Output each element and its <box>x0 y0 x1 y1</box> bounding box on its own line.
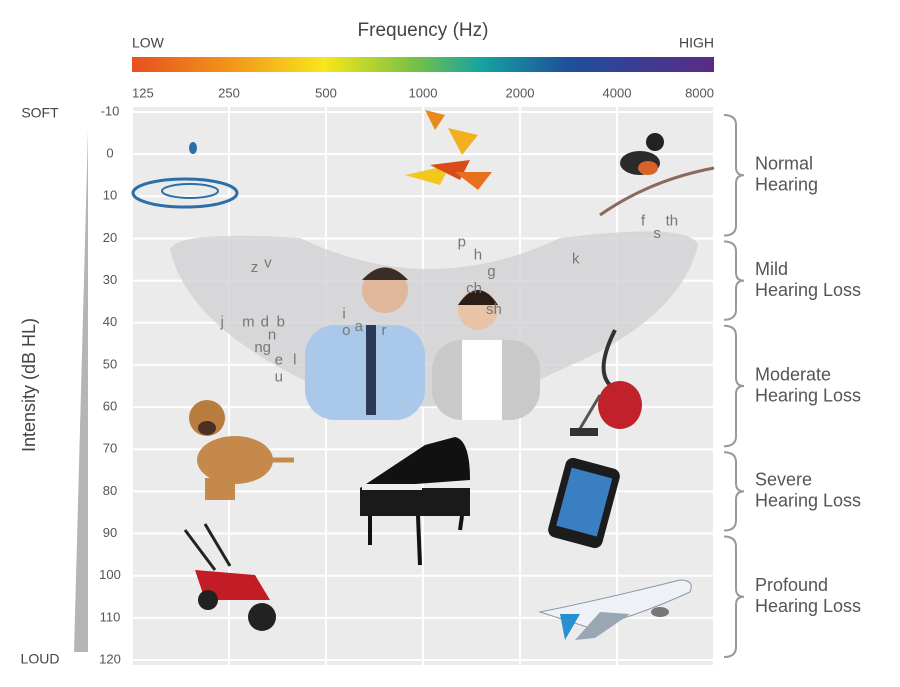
y-tick-label: 70 <box>103 441 117 456</box>
y-tick-label: 120 <box>99 651 121 666</box>
low-label: LOW <box>132 35 165 51</box>
y-tick-label: 30 <box>103 272 117 287</box>
phone-icon <box>548 457 620 549</box>
speech-sound: k <box>572 251 580 268</box>
dog-icon <box>189 400 294 500</box>
x-tick-label: 500 <box>315 85 337 100</box>
y-tick-label: 60 <box>103 399 117 414</box>
people-icon <box>305 267 540 420</box>
band-label: Hearing Loss <box>755 491 861 511</box>
speech-sound: i <box>342 305 345 322</box>
leaves-icon <box>405 110 492 190</box>
y-axis-label: Intensity (dB HL) <box>19 318 39 452</box>
band-bracket <box>723 451 745 532</box>
speech-sound: e <box>275 352 283 369</box>
speech-sound: b <box>277 314 285 331</box>
y-tick-label: 40 <box>103 314 117 329</box>
bird-icon <box>599 133 715 217</box>
speech-sound: s <box>653 225 661 242</box>
band-bracket <box>723 114 745 237</box>
speech-sound: ch <box>466 280 482 297</box>
y-tick-label: 0 <box>106 146 113 161</box>
speech-banana <box>170 231 698 407</box>
speech-sound: sh <box>486 301 502 318</box>
loud-label: LOUD <box>21 651 60 667</box>
chart-title: Frequency (Hz) <box>358 20 489 41</box>
speech-sound: j <box>219 314 223 331</box>
speech-sound: v <box>264 255 272 272</box>
speech-sound: ng <box>254 339 271 356</box>
speech-sound: f <box>641 213 646 230</box>
y-tick-label: 10 <box>103 188 117 203</box>
airplane-icon <box>538 579 692 640</box>
speech-sound: l <box>293 352 296 369</box>
speech-sound: r <box>382 322 387 339</box>
speech-sound: n <box>268 326 276 343</box>
y-tick-label: -10 <box>101 103 120 118</box>
speech-sound: o <box>342 322 350 339</box>
speech-sound: h <box>474 246 482 263</box>
speech-sound: u <box>275 369 283 386</box>
x-tick-label: 4000 <box>603 85 632 100</box>
band-label: Profound <box>755 575 828 595</box>
band-bracket <box>723 240 745 321</box>
high-label: HIGH <box>679 35 714 51</box>
x-tick-label: 2000 <box>506 85 535 100</box>
y-tick-label: 100 <box>99 567 121 582</box>
y-tick-label: 110 <box>100 609 121 624</box>
lawnmower-icon <box>183 523 276 631</box>
band-label: Severe <box>755 470 812 490</box>
speech-sound: g <box>487 263 495 280</box>
band-bracket <box>723 535 745 658</box>
band-label: Hearing Loss <box>755 280 861 300</box>
x-tick-label: 8000 <box>685 85 714 100</box>
y-tick-label: 50 <box>103 356 117 371</box>
x-tick-label: 1000 <box>409 85 438 100</box>
speech-sound: th <box>666 213 679 230</box>
piano-icon <box>360 437 470 566</box>
band-bracket <box>723 324 745 448</box>
frequency-gradient <box>132 57 714 72</box>
band-label: Hearing Loss <box>755 596 861 616</box>
band-label: Mild <box>755 259 788 279</box>
speech-sound: m <box>242 314 255 331</box>
x-tick-label: 250 <box>218 85 240 100</box>
x-tick-label: 125 <box>132 85 154 100</box>
speech-sound: z <box>251 259 259 276</box>
speech-sound: d <box>261 314 269 331</box>
band-label: Moderate <box>755 364 831 384</box>
band-label: Normal <box>755 153 813 173</box>
soft-label: SOFT <box>21 105 59 121</box>
water-drop-icon <box>131 142 239 209</box>
y-tick-label: 80 <box>103 483 117 498</box>
speech-sound: a <box>355 318 364 335</box>
intensity-wedge <box>74 130 88 652</box>
y-tick-label: 20 <box>103 230 117 245</box>
band-label: Hearing Loss <box>755 385 861 405</box>
y-tick-label: 90 <box>103 525 117 540</box>
speech-sound: p <box>458 234 466 251</box>
band-label: Hearing <box>755 174 818 194</box>
vacuum-icon <box>570 329 642 436</box>
